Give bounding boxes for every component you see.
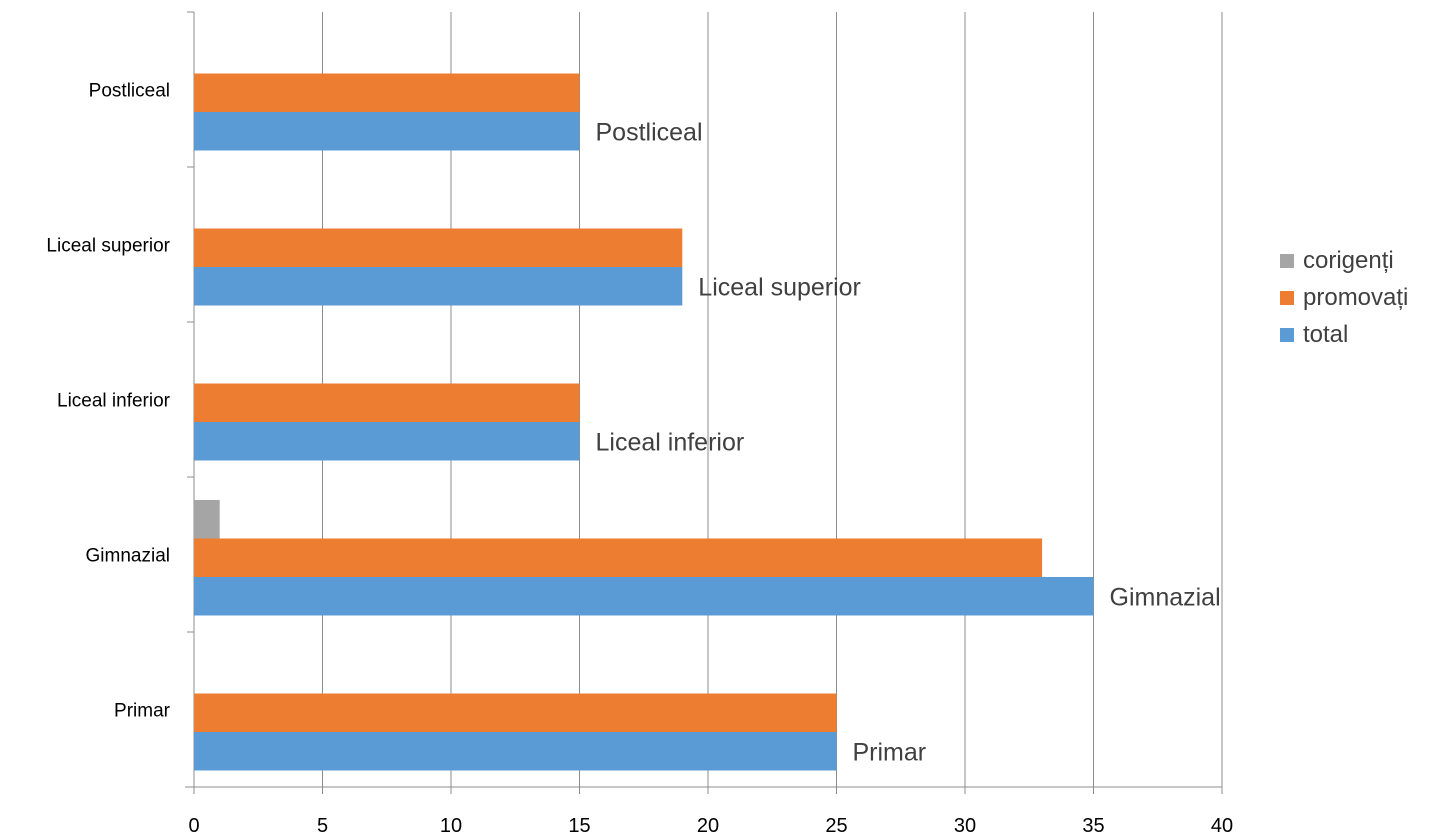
category-labels: Primar Gimnazial Liceal inferior Liceal sup… — [46, 81, 170, 722]
x-tick-labels: 0 5 10 15 20 25 30 35 40 — [188, 815, 1233, 835]
data-label: Primar — [853, 738, 927, 766]
bars — [194, 73, 1094, 771]
x-tick-label: 10 — [440, 815, 462, 835]
x-tick-label: 0 — [188, 815, 199, 835]
data-label: Liceal inferior — [596, 428, 745, 456]
bar-promovați-Liceal inferior — [194, 383, 580, 422]
x-tick-label: 15 — [568, 815, 590, 835]
x-tick-label: 25 — [825, 815, 847, 835]
bar-promovați-Gimnazial — [194, 538, 1043, 577]
legend-swatch-total — [1280, 327, 1294, 342]
data-label: Liceal superior — [698, 273, 861, 301]
legend-item-total: total — [1280, 316, 1440, 353]
legend-label-total: total — [1303, 320, 1349, 348]
legend-label-corigenti: corigenți — [1303, 246, 1394, 274]
data-labels: Primar Gimnazial Liceal inferior Liceal sup… — [596, 118, 1221, 766]
legend-label-promovati: promovați — [1303, 283, 1409, 311]
x-tick-label: 5 — [317, 815, 328, 835]
bar-total-Postliceal — [194, 112, 580, 151]
bar-promovați-Liceal superior — [194, 228, 683, 267]
legend: corigenți promovați total — [1280, 242, 1440, 353]
category-label: Liceal inferior — [57, 391, 171, 412]
legend-item-corigenti: corigenți — [1280, 242, 1440, 279]
bar-total-Liceal inferior — [194, 422, 580, 461]
bar-total-Liceal superior — [194, 267, 683, 306]
x-tick-label: 20 — [697, 815, 719, 835]
legend-swatch-corigenti — [1280, 253, 1294, 268]
x-tick-label: 40 — [1211, 815, 1233, 835]
data-label: Postliceal — [596, 118, 703, 146]
x-tick-label: 35 — [1082, 815, 1104, 835]
category-label: Postliceal — [89, 81, 170, 102]
bar-promovați-Primar — [194, 693, 837, 732]
bar-total-Primar — [194, 732, 837, 771]
data-label: Gimnazial — [1110, 583, 1221, 611]
bar-total-Gimnazial — [194, 577, 1094, 616]
category-label: Liceal superior — [46, 236, 170, 257]
bar-corigenți-Gimnazial — [194, 500, 220, 539]
category-label: Primar — [114, 701, 171, 722]
legend-item-promovati: promovați — [1280, 279, 1440, 316]
category-label: Gimnazial — [86, 546, 170, 567]
legend-swatch-promovati — [1280, 290, 1294, 305]
x-tick-label: 30 — [954, 815, 976, 835]
bar-promovați-Postliceal — [194, 73, 580, 112]
